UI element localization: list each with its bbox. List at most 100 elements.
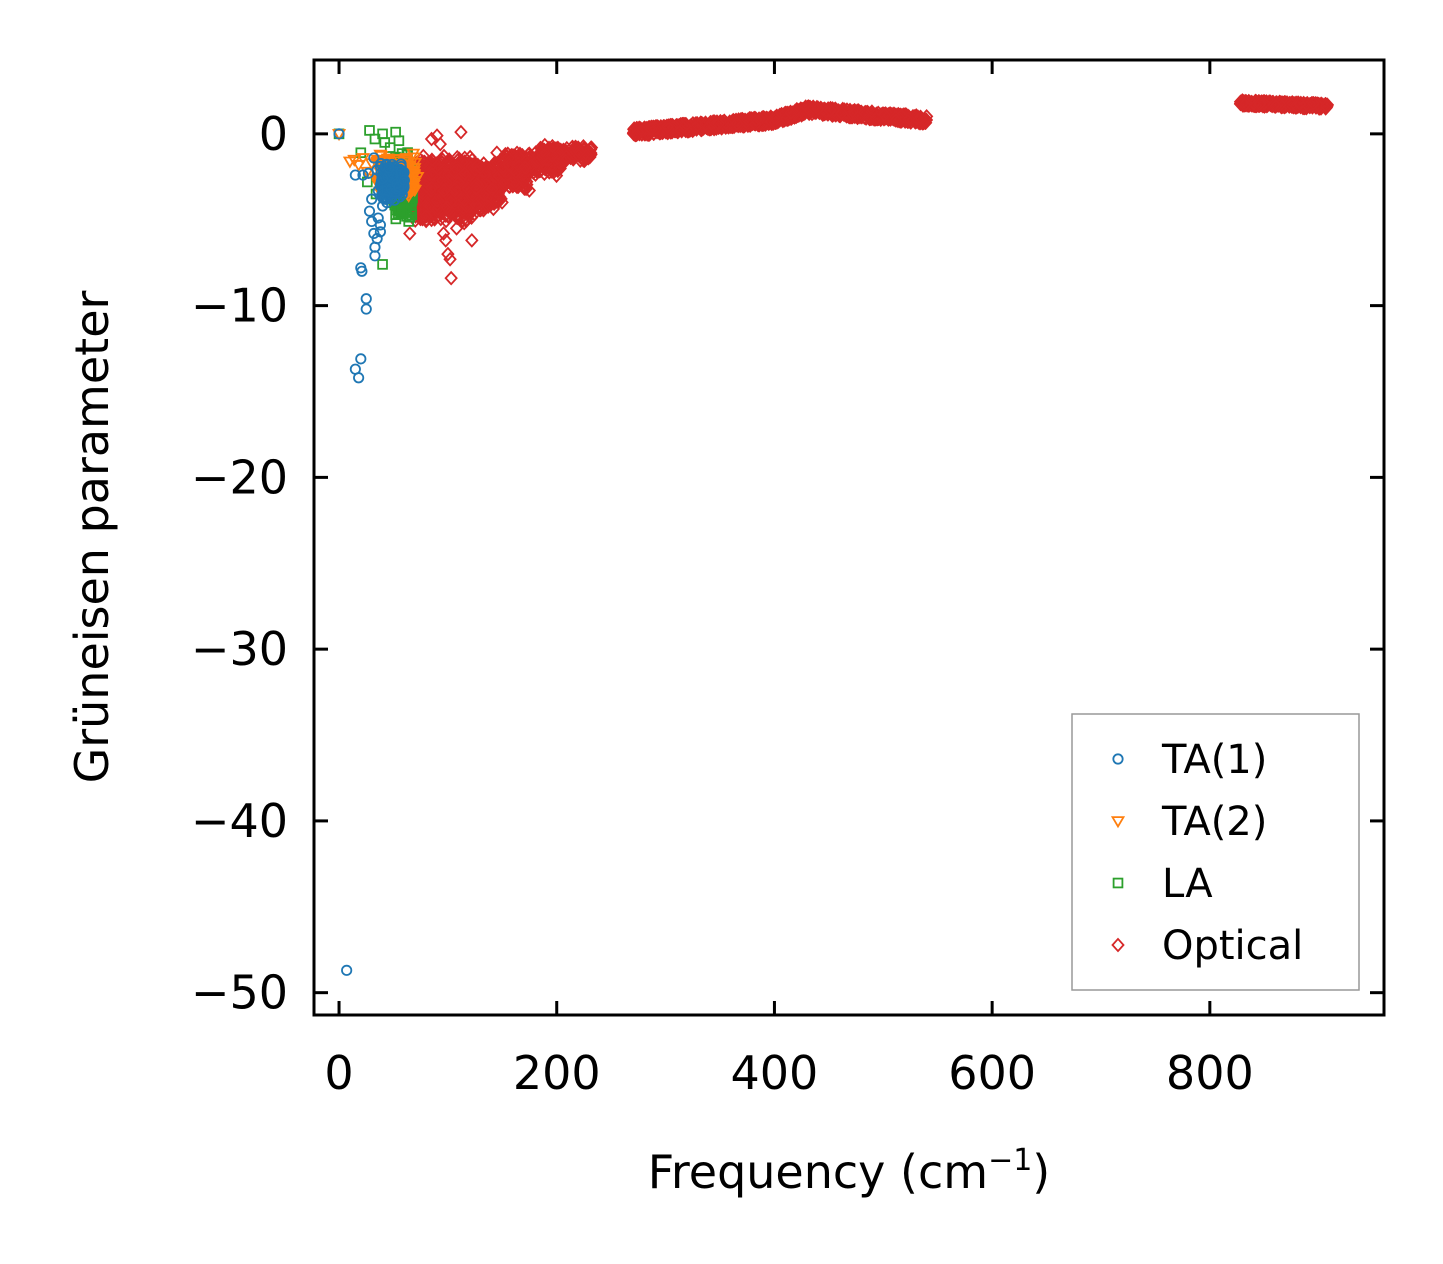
x-tick-label: 0 bbox=[324, 1046, 353, 1100]
data-point bbox=[509, 164, 523, 180]
data-point bbox=[1269, 98, 1283, 114]
data-point bbox=[437, 183, 451, 199]
plot-frame bbox=[312, 58, 1386, 1017]
data-point bbox=[403, 216, 414, 227]
x-tick-label: 800 bbox=[1166, 1046, 1254, 1100]
legend-entry: Optical bbox=[1111, 923, 1303, 969]
data-point bbox=[444, 270, 458, 286]
data-point bbox=[384, 142, 396, 153]
data-point bbox=[803, 103, 818, 119]
data-point bbox=[363, 205, 376, 217]
data-point bbox=[707, 119, 721, 134]
legend-entry: TA(2) bbox=[1110, 799, 1267, 845]
data-point bbox=[583, 142, 598, 157]
data-point bbox=[440, 199, 454, 215]
data-point bbox=[806, 100, 821, 115]
data-point bbox=[449, 220, 464, 236]
data-point bbox=[572, 144, 587, 160]
data-point bbox=[640, 125, 655, 141]
x-tick-label: 400 bbox=[731, 1046, 819, 1100]
data-point bbox=[522, 183, 537, 198]
data-point bbox=[405, 205, 417, 217]
y-tick-label: −40 bbox=[191, 794, 288, 848]
data-point bbox=[502, 157, 516, 173]
y-tick-label: 0 bbox=[259, 107, 288, 161]
legend-marker bbox=[1112, 877, 1124, 889]
data-point bbox=[496, 159, 510, 174]
axis-ticks: 0 200 400 600 800 0 −10 −20 −30 −40 −50 bbox=[191, 60, 1384, 1100]
data-point bbox=[454, 124, 468, 140]
data-point bbox=[456, 200, 470, 215]
data-point bbox=[767, 110, 782, 125]
data-point bbox=[360, 303, 372, 315]
x-tick-label: 200 bbox=[513, 1046, 601, 1100]
y-tick-label: −30 bbox=[191, 622, 288, 676]
data-point bbox=[476, 202, 491, 218]
data-point bbox=[364, 125, 375, 136]
data-point bbox=[469, 181, 483, 196]
data-point bbox=[660, 119, 675, 134]
legend-entry: TA(1) bbox=[1112, 737, 1267, 783]
data-point bbox=[1293, 96, 1307, 112]
y-tick-label: −50 bbox=[191, 966, 288, 1020]
data-point bbox=[470, 158, 484, 174]
data-point bbox=[425, 163, 440, 179]
data-point bbox=[355, 353, 367, 365]
data-point bbox=[371, 233, 383, 245]
y-tick-label: −20 bbox=[191, 450, 288, 504]
data-point bbox=[485, 181, 499, 197]
data-point bbox=[333, 128, 345, 140]
data-point bbox=[349, 169, 361, 181]
data-point bbox=[443, 251, 457, 267]
data-point bbox=[457, 166, 472, 181]
data-point bbox=[468, 162, 482, 177]
data-point bbox=[355, 147, 367, 159]
x-axis-label: Frequency (cm−1) bbox=[648, 1143, 1051, 1199]
data-point bbox=[469, 174, 483, 189]
legend-marker bbox=[1112, 753, 1124, 765]
data-point bbox=[456, 208, 471, 224]
data-point bbox=[425, 152, 439, 168]
data-point bbox=[398, 174, 410, 186]
data-point bbox=[372, 184, 384, 197]
legend-label: LA bbox=[1162, 861, 1213, 907]
data-point bbox=[369, 250, 381, 262]
data-point bbox=[877, 107, 892, 123]
x-axis-label-close: ) bbox=[1032, 1145, 1050, 1199]
data-point bbox=[803, 99, 817, 115]
x-axis-label-superscript: −1 bbox=[988, 1143, 1032, 1178]
data-point bbox=[424, 131, 439, 147]
data-point bbox=[688, 120, 703, 136]
data-point bbox=[506, 159, 520, 175]
legend-marker bbox=[1111, 937, 1125, 953]
data-point bbox=[558, 153, 573, 169]
data-point bbox=[403, 226, 417, 241]
legend: TA(1) TA(2) LA Optical bbox=[1071, 713, 1360, 991]
data-point bbox=[1306, 95, 1321, 111]
data-point bbox=[399, 153, 414, 166]
data-point bbox=[424, 180, 439, 196]
data-point bbox=[433, 136, 447, 152]
data-point bbox=[439, 207, 453, 223]
data-point bbox=[834, 105, 849, 121]
data-points-layer bbox=[331, 93, 1335, 976]
data-point bbox=[678, 118, 692, 134]
data-point bbox=[366, 193, 378, 205]
data-point bbox=[465, 232, 479, 248]
data-point bbox=[509, 176, 524, 192]
data-point bbox=[538, 137, 552, 153]
data-point bbox=[512, 149, 526, 165]
data-point bbox=[823, 103, 837, 118]
data-point bbox=[447, 164, 462, 180]
y-tick-label: −10 bbox=[191, 279, 288, 333]
data-point bbox=[357, 169, 369, 181]
data-point bbox=[674, 122, 688, 138]
data-point bbox=[374, 226, 386, 238]
data-point bbox=[360, 293, 372, 305]
data-point bbox=[419, 199, 433, 215]
data-point bbox=[448, 181, 462, 197]
data-point bbox=[410, 172, 425, 185]
data-point bbox=[436, 226, 451, 241]
data-point bbox=[490, 145, 504, 161]
